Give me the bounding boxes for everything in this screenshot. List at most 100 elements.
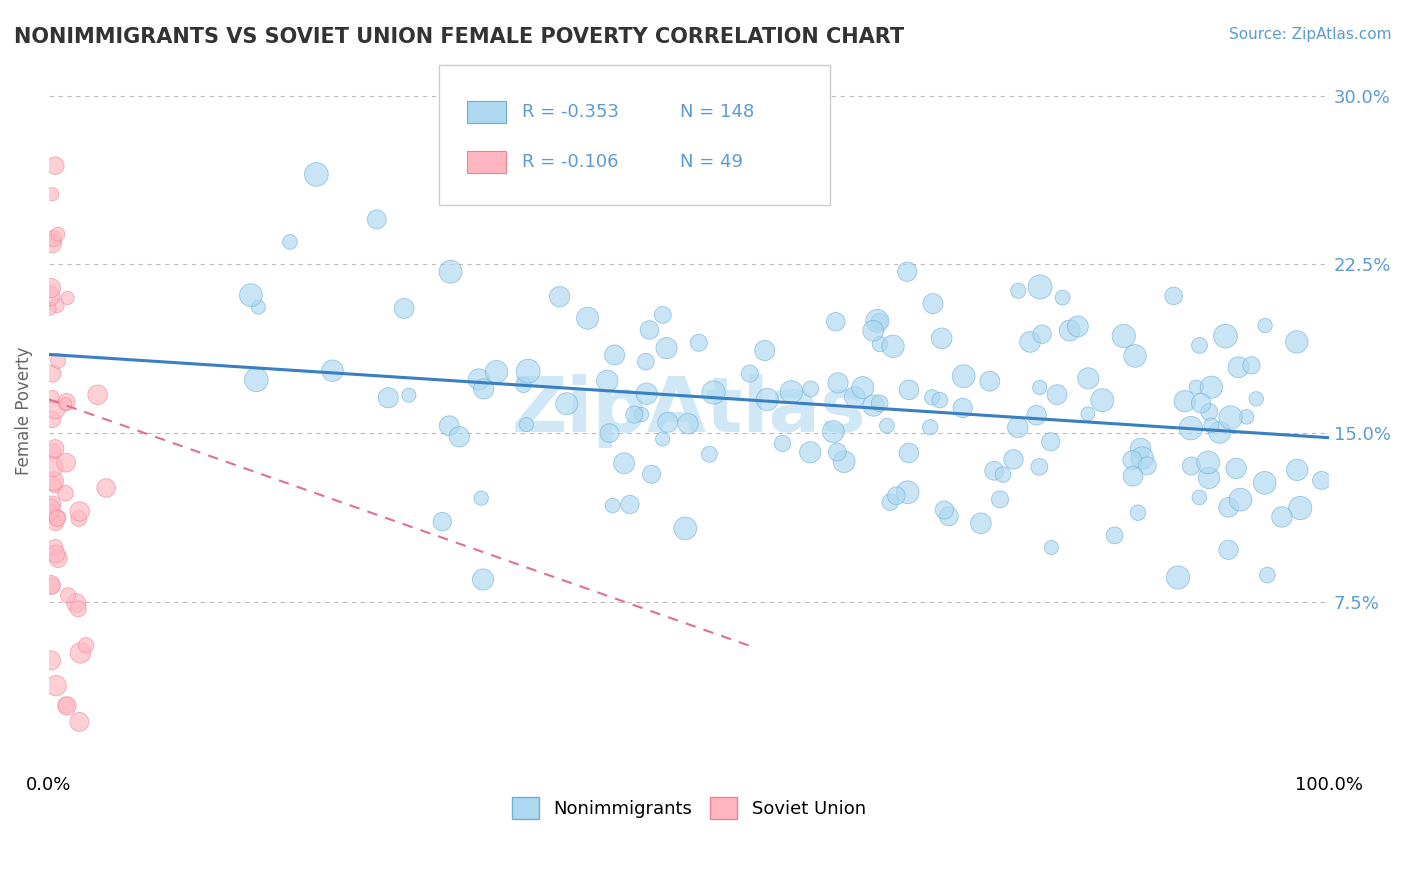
Point: [1002, 452, 1025, 467]
Point: [239, 288, 262, 302]
Point: [67, 511, 90, 525]
Point: [703, 385, 725, 400]
Point: [485, 365, 508, 379]
Point: [1112, 329, 1135, 343]
Point: [1180, 458, 1202, 473]
Point: [886, 489, 908, 503]
Point: [65, 596, 87, 610]
Point: [1229, 492, 1251, 507]
Point: [39, 281, 62, 295]
Point: [1019, 334, 1042, 349]
Point: [983, 464, 1005, 478]
FancyBboxPatch shape: [467, 101, 506, 123]
Point: [42, 444, 65, 458]
Point: [827, 445, 849, 459]
Point: [1208, 425, 1230, 440]
Point: [45, 547, 67, 561]
Point: [41, 579, 63, 593]
Point: [39, 578, 62, 592]
Point: [800, 382, 823, 396]
Point: [688, 335, 710, 350]
Point: [472, 382, 495, 396]
Point: [245, 373, 267, 387]
Point: [1052, 291, 1074, 305]
Point: [882, 339, 904, 353]
Text: R = -0.353: R = -0.353: [523, 103, 620, 121]
Point: [41, 390, 63, 404]
Point: [772, 436, 794, 450]
Point: [898, 383, 921, 397]
Point: [979, 374, 1001, 388]
Point: [41, 187, 63, 202]
Point: [634, 354, 657, 368]
Text: ZipAtlas: ZipAtlas: [512, 374, 866, 448]
Point: [799, 445, 821, 459]
Point: [1198, 405, 1220, 419]
Point: [823, 425, 845, 439]
Point: [576, 311, 599, 326]
Point: [75, 638, 97, 652]
Point: [439, 418, 461, 433]
Point: [1219, 410, 1241, 425]
Point: [42, 231, 65, 245]
Point: [596, 374, 619, 388]
Point: [1046, 387, 1069, 401]
Point: [827, 376, 849, 390]
Point: [1197, 455, 1219, 469]
Point: [655, 341, 678, 355]
Point: [1256, 568, 1278, 582]
Point: [39, 653, 62, 667]
Point: [398, 388, 420, 402]
Point: [45, 402, 67, 417]
Point: [922, 296, 945, 310]
Point: [657, 415, 679, 429]
Point: [897, 446, 920, 460]
Point: [879, 495, 901, 509]
Point: [952, 369, 974, 384]
Point: [56, 588, 79, 602]
Point: [69, 646, 91, 660]
Point: [517, 364, 540, 378]
Point: [449, 430, 471, 444]
Point: [41, 497, 63, 511]
Point: [548, 290, 571, 304]
Legend: Nonimmigrants, Soviet Union: Nonimmigrants, Soviet Union: [505, 790, 873, 827]
Point: [598, 426, 620, 441]
Point: [377, 391, 399, 405]
Point: [780, 384, 803, 399]
Point: [470, 491, 492, 505]
Point: [44, 159, 66, 173]
Point: [1188, 491, 1211, 505]
Point: [42, 459, 65, 474]
Point: [41, 367, 63, 381]
Point: [934, 503, 956, 517]
Point: [754, 343, 776, 358]
Point: [55, 397, 77, 411]
Point: [247, 300, 270, 314]
Point: [366, 212, 388, 227]
Point: [1040, 541, 1063, 555]
Point: [602, 499, 624, 513]
Point: [1185, 380, 1208, 394]
FancyBboxPatch shape: [467, 152, 506, 173]
Point: [640, 467, 662, 482]
Point: [868, 314, 890, 328]
Point: [931, 331, 953, 345]
Point: [991, 467, 1014, 482]
Point: [1091, 393, 1114, 408]
Point: [603, 348, 626, 362]
Point: [1029, 280, 1052, 294]
Point: [1180, 421, 1202, 435]
Point: [676, 417, 699, 431]
Point: [45, 516, 67, 530]
Point: [1028, 459, 1050, 474]
Point: [619, 498, 641, 512]
Point: [1007, 284, 1029, 298]
Text: R = -0.106: R = -0.106: [523, 153, 619, 171]
Point: [928, 393, 950, 408]
Point: [432, 515, 454, 529]
Point: [1039, 434, 1062, 449]
Point: [651, 308, 673, 322]
Point: [1029, 380, 1052, 394]
Point: [673, 521, 696, 535]
